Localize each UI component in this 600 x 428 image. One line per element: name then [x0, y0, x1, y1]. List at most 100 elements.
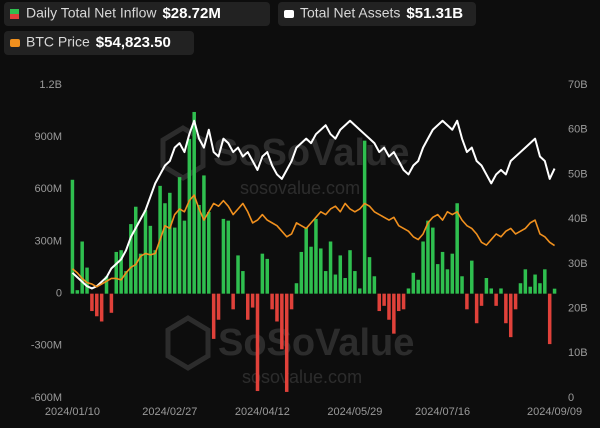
bar: [338, 255, 343, 294]
line: [71, 194, 556, 288]
bar: [445, 269, 450, 294]
x-tick-label: 2024/01/10: [45, 406, 100, 418]
x-tick-label: 2024/09/09: [527, 406, 582, 418]
bar: [314, 218, 318, 294]
bar: [319, 248, 323, 294]
bar: [474, 293, 479, 324]
x-tick-label: 2024/07/16: [415, 406, 470, 418]
bar: [435, 264, 440, 294]
y-tick-label: 300M: [34, 235, 62, 247]
bar: [552, 288, 557, 294]
bar: [309, 246, 313, 294]
bar: [211, 293, 216, 339]
bar: [460, 276, 464, 294]
y2-tick-label: 40B: [568, 213, 588, 225]
bar: [323, 271, 328, 294]
legend-box: [4, 2, 270, 26]
bar: [119, 250, 123, 294]
bar: [440, 251, 445, 294]
bar: [289, 293, 294, 310]
bar: [484, 278, 489, 294]
bar: [109, 293, 114, 313]
bar: [421, 241, 425, 294]
legend-value: $51.31B: [406, 5, 463, 22]
legend-label: BTC Price: [26, 34, 90, 50]
legend-label: Total Net Assets: [300, 5, 400, 21]
bar: [533, 274, 537, 294]
bar: [90, 293, 94, 312]
bar: [246, 293, 250, 320]
bar: [85, 267, 89, 294]
bar: [231, 293, 235, 310]
bar: [333, 274, 338, 294]
bar: [260, 253, 265, 294]
bar: [133, 206, 138, 294]
bar: [538, 283, 542, 294]
bar: [396, 293, 401, 312]
bar: [143, 210, 148, 294]
legend-icon: [284, 10, 294, 18]
bar: [426, 220, 430, 294]
bar: [197, 204, 201, 294]
bar: [328, 241, 333, 294]
x-tick-label: 2024/04/12: [235, 406, 290, 418]
legend-box: [4, 31, 194, 55]
bar: [547, 293, 552, 345]
y-tick-label: 1.2B: [39, 79, 62, 91]
bar: [284, 293, 289, 392]
bar: [192, 111, 196, 294]
y2-tick-label: 60B: [568, 124, 588, 136]
bar: [367, 257, 372, 294]
bar: [528, 286, 532, 294]
bar: [182, 220, 187, 294]
x-tick-label: 2024/05/29: [327, 406, 382, 418]
watermark-brand: SoSoValue: [213, 132, 409, 174]
bar: [114, 251, 119, 294]
legend-box: [278, 2, 476, 26]
bar: [518, 283, 523, 294]
bar: [358, 288, 362, 294]
bar: [275, 293, 279, 322]
bar: [372, 276, 377, 294]
bar: [163, 203, 167, 294]
bar: [431, 227, 435, 294]
watermark-brand: SoSoValue: [218, 322, 414, 364]
legend-icon: [10, 14, 19, 19]
bar: [148, 225, 153, 294]
bar: [129, 224, 133, 294]
bar: [80, 241, 84, 294]
bar: [236, 255, 240, 294]
bar: [255, 293, 260, 392]
bar: [207, 211, 211, 294]
legend-value: $28.72M: [162, 5, 220, 22]
bar: [387, 293, 391, 320]
legend-label: Daily Total Net Inflow: [26, 5, 157, 21]
bar: [362, 140, 367, 294]
bar: [416, 279, 420, 294]
bar: [406, 288, 411, 294]
bar: [187, 138, 192, 294]
y2-tick-label: 0: [568, 392, 574, 404]
bar: [543, 269, 547, 294]
y-tick-label: 600M: [34, 183, 62, 195]
line: [71, 119, 556, 290]
legend-value: $54,823.50: [96, 34, 171, 51]
bar: [294, 283, 299, 294]
bar: [494, 293, 498, 306]
watermark-site: sosovalue.com: [242, 367, 362, 387]
bar: [270, 293, 274, 310]
bar: [172, 227, 177, 294]
bar: [499, 288, 503, 294]
watermark-logo: [160, 125, 211, 371]
bar: [280, 293, 284, 350]
bar: [138, 253, 143, 294]
bar: [299, 251, 304, 294]
x-tick-label: 2024/02/27: [142, 406, 197, 418]
y2-tick-label: 50B: [568, 168, 588, 180]
bar: [382, 293, 386, 306]
bar: [513, 293, 518, 310]
bar: [479, 293, 484, 306]
y2-tick-label: 30B: [568, 258, 588, 270]
bar: [401, 293, 406, 310]
